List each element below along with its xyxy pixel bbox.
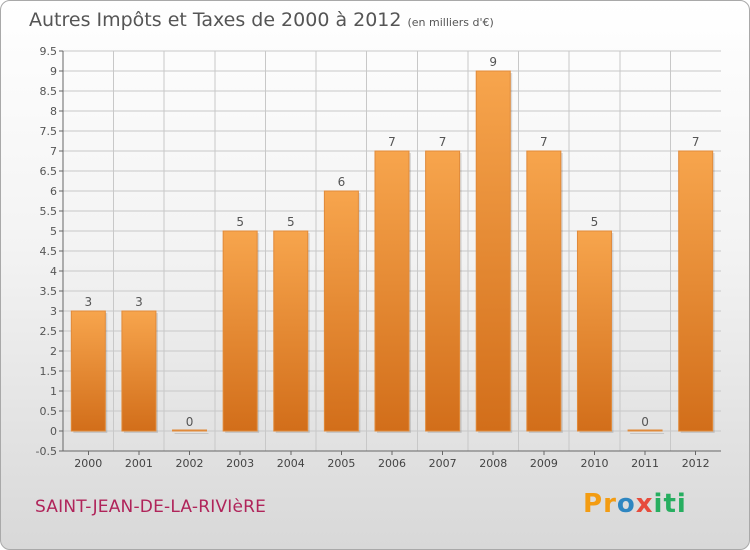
x-tick-label: 2006 [378, 457, 406, 470]
y-tick-label: 8 [50, 105, 57, 118]
y-tick-label: 5.5 [40, 205, 58, 218]
bar-shadow [630, 433, 665, 434]
x-tick-labels: 2000 2001 2002 2003 2004 2005 2006 2007 2008 2009… [74, 451, 710, 470]
bar [627, 429, 663, 432]
value-label: 0 [641, 415, 649, 429]
commune-name: SAINT-JEAN-DE-LA-RIVIèRE [35, 497, 267, 517]
x-tick-label: 2008 [479, 457, 507, 470]
y-tick-label: 4 [50, 265, 57, 278]
bar [172, 429, 208, 432]
y-tick-label: 5 [50, 225, 57, 238]
y-tick-label: 2 [50, 345, 57, 358]
logo-letter: r [603, 489, 617, 519]
chart-title-text: Autres Impôts et Taxes de 2000 à 2012 [29, 9, 402, 31]
value-label: 5 [591, 215, 599, 229]
x-tick-label: 2001 [125, 457, 153, 470]
bar [70, 310, 106, 432]
y-tick-label: 3.5 [40, 285, 58, 298]
value-labels: 3 3 0 5 5 6 7 7 9 7 5 0 7 [84, 55, 699, 429]
value-label: 5 [287, 215, 295, 229]
y-tick-label: 6.5 [40, 165, 58, 178]
bar [323, 190, 359, 432]
y-tick-label: 9.5 [40, 45, 58, 58]
bar-shadow [174, 433, 209, 434]
bar [475, 70, 511, 432]
logo-letter: x [635, 489, 654, 519]
y-tick-label: -0.5 [36, 445, 57, 458]
y-tick-label: 6 [50, 185, 57, 198]
chart-unit-note: (en milliers d'€) [407, 16, 494, 29]
y-tick-label: 3 [50, 305, 57, 318]
proxiti-logo: Proxiti [583, 489, 687, 519]
value-label: 7 [540, 135, 548, 149]
value-label: 9 [489, 55, 497, 69]
x-tick-label: 2003 [226, 457, 254, 470]
x-tick-label: 2005 [327, 457, 355, 470]
y-tick-labels: -0.5 0 0.5 1 1.5 2 2.5 3 3.5 4 4.5 5 5.5 6 6.5 7 7.5 8 8.5… [36, 45, 57, 458]
logo-letter: o [616, 489, 636, 519]
value-label: 6 [338, 175, 346, 189]
logo-letter: i [676, 489, 687, 519]
bar [526, 150, 562, 432]
y-tick-label: 1 [50, 385, 57, 398]
x-tick-label: 2002 [176, 457, 204, 470]
x-tick-label: 2000 [74, 457, 102, 470]
y-tick-label: 0 [50, 425, 57, 438]
value-label: 3 [135, 295, 143, 309]
x-tick-label: 2011 [631, 457, 659, 470]
y-tick-label: 1.5 [40, 365, 58, 378]
logo-letter: i [653, 489, 664, 519]
chart-title: Autres Impôts et Taxes de 2000 à 2012 (en… [29, 9, 494, 31]
value-label: 0 [186, 415, 194, 429]
bar [121, 310, 157, 432]
bar [678, 150, 714, 432]
x-tick-label: 2010 [580, 457, 608, 470]
bar [222, 230, 258, 432]
y-tick-label: 8.5 [40, 85, 58, 98]
logo-letter: t [663, 489, 677, 519]
y-tick-label: 7.5 [40, 125, 58, 138]
x-tick-label: 2004 [277, 457, 305, 470]
bar [273, 230, 309, 432]
x-tick-label: 2007 [429, 457, 457, 470]
y-tick-label: 2.5 [40, 325, 58, 338]
y-tick-label: 4.5 [40, 245, 58, 258]
bars [70, 70, 715, 434]
y-tick-label: 0.5 [40, 405, 58, 418]
x-tick-label: 2012 [682, 457, 710, 470]
value-label: 7 [439, 135, 447, 149]
y-tick-label: 7 [50, 145, 57, 158]
logo-letter: P [583, 489, 604, 519]
x-tick-label: 2009 [530, 457, 558, 470]
value-label: 3 [84, 295, 92, 309]
bar [576, 230, 612, 432]
value-label: 5 [236, 215, 244, 229]
bar [425, 150, 461, 432]
y-tick-label: 9 [50, 65, 57, 78]
bar [374, 150, 410, 432]
value-label: 7 [692, 135, 700, 149]
value-label: 7 [388, 135, 396, 149]
